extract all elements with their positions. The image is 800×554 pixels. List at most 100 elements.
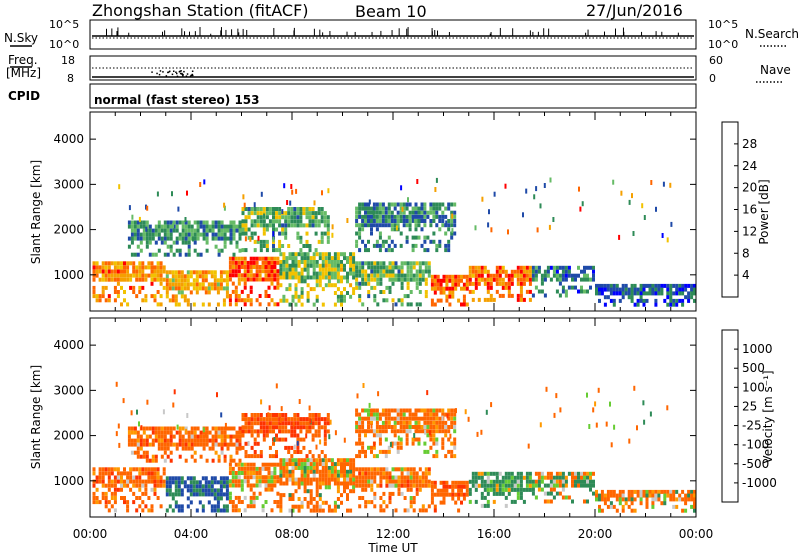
scatter-cell xyxy=(684,501,688,506)
scatter-cell xyxy=(336,469,340,474)
scatter-cell xyxy=(241,231,245,236)
scatter-cell xyxy=(302,207,306,211)
scatter-cell xyxy=(98,265,102,270)
scatter-cell xyxy=(406,294,410,299)
scatter-cell xyxy=(603,302,607,307)
scatter-cell xyxy=(525,269,529,274)
scatter-cell xyxy=(171,294,175,299)
scatter-cell xyxy=(444,433,448,438)
scatter-cell xyxy=(315,500,319,505)
scatter-cell xyxy=(132,269,136,274)
scatter-cell xyxy=(237,466,241,471)
scatter-cell xyxy=(216,500,220,505)
scatter-cell xyxy=(138,290,142,294)
scatter-cell xyxy=(225,476,229,481)
scatter-cell xyxy=(178,236,182,241)
scatter-cell xyxy=(270,462,274,467)
scatter-cell xyxy=(355,429,359,434)
scatter-cell xyxy=(321,477,325,482)
scatter-cell xyxy=(238,228,242,233)
scatter-cell xyxy=(471,297,475,302)
scatter-cell xyxy=(373,269,377,274)
scatter-cell xyxy=(110,483,114,488)
scatter-cell xyxy=(385,483,389,488)
scatter-cell xyxy=(165,480,169,485)
scatter-cell xyxy=(174,274,178,279)
scatter-cell xyxy=(281,244,285,248)
scatter-cell xyxy=(169,248,173,253)
scatter-cell xyxy=(321,190,323,196)
scatter-cell xyxy=(243,479,247,484)
scatter-cell xyxy=(444,429,448,434)
scatter-cell xyxy=(393,223,397,228)
scatter-cell xyxy=(417,416,421,421)
scatter-cell xyxy=(126,269,130,274)
scatter-cell xyxy=(355,441,359,446)
scatter-cell xyxy=(241,413,245,417)
scatter-cell xyxy=(270,479,274,484)
scatter-cell xyxy=(453,223,457,228)
scatter-cell xyxy=(249,289,253,294)
scatter-cell xyxy=(663,489,667,494)
scatter-cell xyxy=(315,466,319,470)
scatter-cell xyxy=(534,495,538,500)
scatter-cell xyxy=(318,508,322,513)
scatter-cell xyxy=(433,504,437,509)
scatter-cell xyxy=(445,274,449,279)
scatter-cell xyxy=(504,471,508,476)
freq-label-line1: Freq. xyxy=(8,53,38,67)
scatter-cell xyxy=(402,219,406,223)
scatter-cell xyxy=(372,429,376,434)
scatter-cell xyxy=(387,408,391,413)
scatter-cell xyxy=(154,232,158,237)
scatter-cell xyxy=(424,483,428,488)
scatter-cell xyxy=(402,214,406,219)
scatter-cell xyxy=(258,471,262,475)
scatter-cell xyxy=(180,290,184,295)
scatter-cell xyxy=(513,273,517,278)
scatter-cell xyxy=(364,408,367,413)
scatter-cell xyxy=(136,224,140,229)
scatter-cell xyxy=(123,479,126,484)
scatter-cell xyxy=(275,421,278,426)
scatter-cell xyxy=(189,290,193,295)
scatter-cell xyxy=(606,497,610,502)
scatter-cell xyxy=(163,426,167,431)
scatter-cell xyxy=(270,273,274,278)
scatter-cell xyxy=(225,286,229,291)
scatter-cell xyxy=(336,485,340,490)
scatter-cell xyxy=(247,441,250,446)
scatter-cell xyxy=(373,467,377,472)
scatter-cell xyxy=(534,269,538,274)
scatter-cell xyxy=(148,232,152,237)
scatter-cell xyxy=(504,281,508,286)
scatter-cell xyxy=(393,219,397,223)
scatter-cell xyxy=(123,273,126,278)
scatter-cell xyxy=(138,467,142,472)
scatter-cell xyxy=(268,211,272,216)
scatter-cell xyxy=(468,273,472,278)
scatter-cell xyxy=(259,413,263,417)
scatter-cell xyxy=(486,297,490,302)
scatter-cell xyxy=(262,211,266,216)
scatter-cell xyxy=(101,285,105,290)
scatter-cell xyxy=(268,405,271,411)
scatter-cell xyxy=(483,503,487,508)
scatter-cell xyxy=(171,286,175,291)
scatter-cell xyxy=(145,226,148,232)
scatter-cell xyxy=(421,273,425,278)
scatter-cell xyxy=(92,265,96,270)
scatter-cell xyxy=(305,454,309,459)
scatter-cell xyxy=(553,412,556,418)
scatter-cell xyxy=(148,240,152,245)
scatter-cell xyxy=(583,471,586,476)
scatter-cell xyxy=(633,283,637,288)
scatter-cell xyxy=(669,283,673,288)
scatter-cell xyxy=(148,252,152,257)
scatter-cell xyxy=(436,278,440,283)
scatter-cell xyxy=(223,454,227,459)
scatter-cell xyxy=(352,275,356,280)
scatter-cell xyxy=(246,269,250,274)
scatter-cell xyxy=(669,497,673,502)
